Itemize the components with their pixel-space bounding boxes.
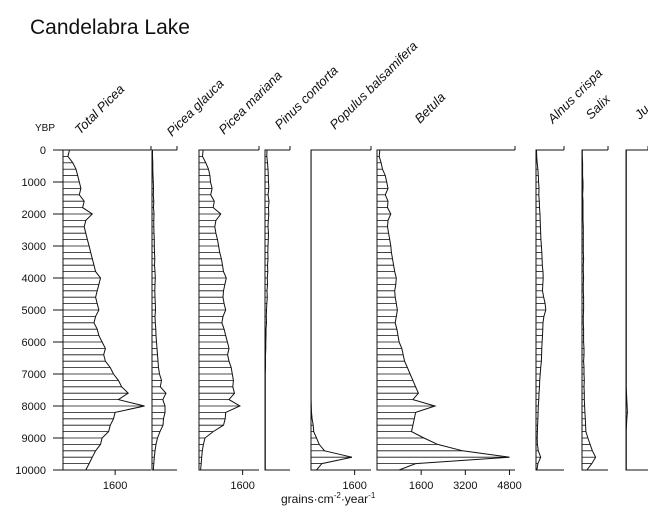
taxon-label-populus-balsamifera: Populus balsamifera	[327, 38, 421, 132]
y-tick-label: 2000	[22, 209, 46, 221]
x-tick-label-betula: 1600	[409, 480, 433, 492]
y-tick-label: 8000	[22, 401, 46, 413]
x-tick-label-populus-balsamifera: 1600	[342, 480, 366, 492]
y-tick-label: 9000	[22, 433, 46, 445]
y-tick-label: 0	[40, 145, 46, 157]
x-tick-label-betula: 3200	[453, 480, 477, 492]
y-axis-title: YBP	[35, 123, 55, 134]
y-tick-label: 1000	[22, 177, 46, 189]
series-betula-area	[376, 149, 510, 471]
y-tick-label: 4000	[22, 273, 46, 285]
series-salix-area	[581, 149, 597, 471]
taxon-label-salix: Salix	[583, 91, 614, 122]
y-tick-label: 6000	[22, 337, 46, 349]
y-tick-label: 3000	[22, 241, 46, 253]
x-tick-label-picea-mariana: 1600	[230, 480, 254, 492]
x-axis-title: grains·cm-2·year-1	[281, 491, 376, 506]
page-title: Candelabra Lake	[30, 16, 190, 39]
y-tick-label: 7000	[22, 369, 46, 381]
taxon-label-ju: Ju	[631, 102, 648, 123]
y-tick-label: 10000	[15, 465, 46, 477]
taxon-label-picea-mariana: Picea mariana	[216, 68, 285, 137]
y-tick-label: 5000	[22, 305, 46, 317]
x-tick-label-betula: 4800	[497, 480, 521, 492]
taxon-label-betula: Betula	[412, 89, 449, 126]
taxon-label-total-picea: Total Picea	[72, 81, 128, 137]
x-tick-label-total-picea: 1600	[103, 480, 127, 492]
series-picea-glauca-area	[151, 149, 167, 471]
series-total-picea-area	[62, 149, 145, 471]
series-populus-balsamifera-area	[310, 149, 353, 471]
